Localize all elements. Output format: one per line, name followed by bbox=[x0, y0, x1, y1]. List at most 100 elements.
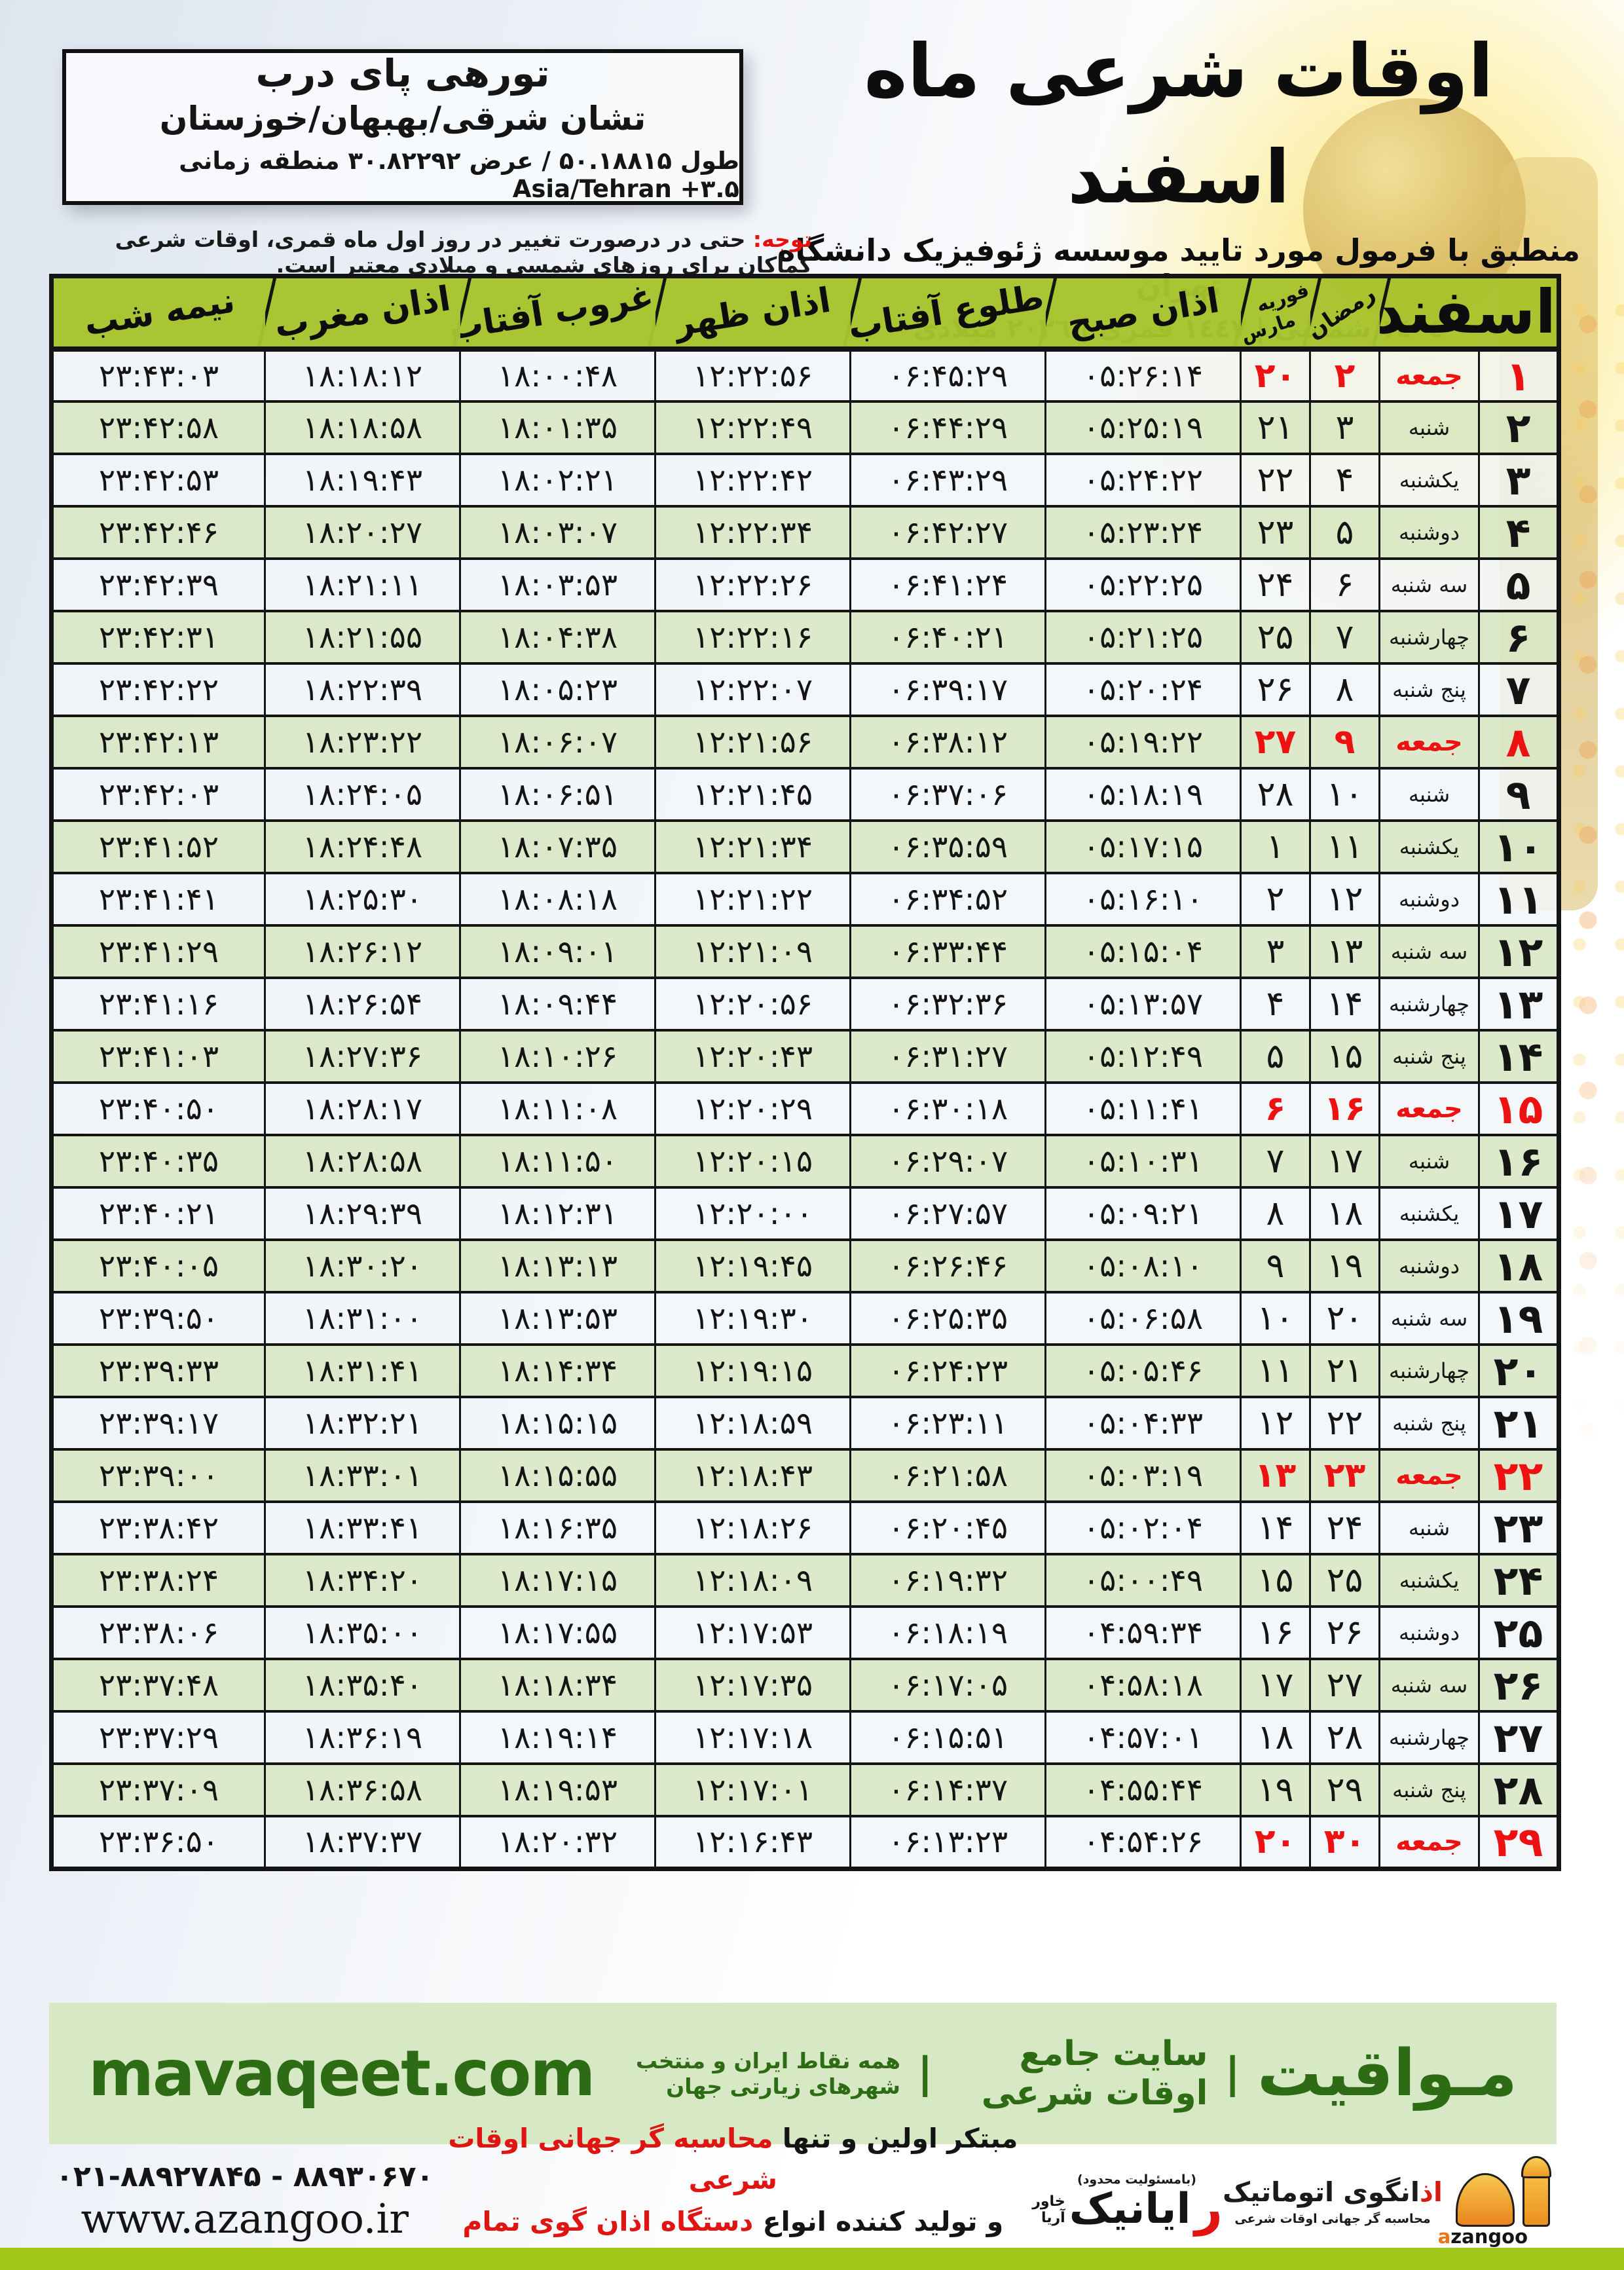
fajr-time-cell: ۰۵:۰۶:۵۸ bbox=[1044, 1291, 1242, 1346]
column-header-maghrib: اذان مغرب bbox=[265, 276, 460, 352]
midnight-time-cell: ۲۳:۳۹:۳۳ bbox=[50, 1343, 266, 1398]
mavaqeet-banner: مـواقیت | سایت جامع اوقات شرعی | همه نقا… bbox=[49, 2003, 1557, 2144]
zohr-time-cell: ۱۲:۱۶:۴۳ bbox=[654, 1815, 851, 1870]
ramadan-day-cell: ۱۷ bbox=[1309, 1134, 1380, 1189]
midnight-time-cell: ۲۳:۴۰:۳۵ bbox=[50, 1134, 266, 1189]
gregorian-day-cell: ۱۷ bbox=[1240, 1658, 1311, 1713]
sunrise-time-cell: ۰۶:۲۹:۰۷ bbox=[849, 1134, 1046, 1189]
maghrib-time-cell: ۱۸:۳۱:۴۱ bbox=[264, 1343, 461, 1398]
gregorian-day-cell: ۲۳ bbox=[1240, 505, 1311, 560]
maghrib-time-cell: ۱۸:۳۵:۰۰ bbox=[264, 1605, 461, 1660]
ramadan-day-cell: ۱۰ bbox=[1309, 767, 1380, 822]
ramadan-day-cell: ۲۷ bbox=[1309, 1658, 1380, 1713]
fajr-time-cell: ۰۵:۲۰:۲۴ bbox=[1044, 662, 1242, 717]
column-header-midnight: نیمه شب bbox=[51, 276, 265, 352]
zohr-time-cell: ۱۲:۱۸:۴۳ bbox=[654, 1448, 851, 1503]
fajr-time-cell: ۰۵:۲۵:۱۹ bbox=[1044, 400, 1242, 455]
esfand-day-cell: ۲۹ bbox=[1478, 1815, 1560, 1870]
location-coordinates: طول ۵۰.۱۸۸۱۵ / عرض ۳۰.۸۲۲۹۲ منطقه زمانی … bbox=[66, 147, 739, 203]
esfand-day-cell: ۲۶ bbox=[1478, 1658, 1560, 1713]
gregorian-day-cell: ۱۶ bbox=[1240, 1605, 1311, 1660]
midnight-time-cell: ۲۳:۳۹:۰۰ bbox=[50, 1448, 266, 1503]
maghrib-time-cell: ۱۸:۳۳:۴۱ bbox=[264, 1500, 461, 1555]
sunset-time-cell: ۱۸:۱۷:۵۵ bbox=[459, 1605, 656, 1660]
table-header: اسفند رمضان فوریه مارس اذان صبح طلوع آفت… bbox=[51, 276, 1559, 352]
maghrib-time-cell: ۱۸:۳۵:۴۰ bbox=[264, 1658, 461, 1713]
zohr-time-cell: ۱۲:۲۲:۴۲ bbox=[654, 453, 851, 508]
maghrib-time-cell: ۱۸:۲۶:۱۲ bbox=[264, 924, 461, 979]
gregorian-day-cell: ۷ bbox=[1240, 1134, 1311, 1189]
esfand-day-cell: ۲۷ bbox=[1478, 1710, 1560, 1765]
azangoo-logo: azangoo اذانگوی اتوماتیک محاسبه گر جهانی… bbox=[1223, 2155, 1551, 2248]
midnight-time-cell: ۲۳:۳۷:۴۸ bbox=[50, 1658, 266, 1713]
fajr-time-cell: ۰۵:۲۲:۲۵ bbox=[1044, 557, 1242, 612]
ramadan-day-cell: ۲۳ bbox=[1309, 1448, 1380, 1503]
weekday-cell: یکشنبه bbox=[1378, 453, 1481, 508]
gregorian-day-cell: ۲۴ bbox=[1240, 557, 1311, 612]
maghrib-time-cell: ۱۸:۲۳:۲۲ bbox=[264, 715, 461, 770]
sunset-time-cell: ۱۸:۰۰:۴۸ bbox=[459, 348, 656, 403]
mavaqeet-banner-text: مـواقیت | سایت جامع اوقات شرعی | همه نقا… bbox=[594, 2034, 1517, 2113]
sunset-time-cell: ۱۸:۱۸:۳۴ bbox=[459, 1658, 656, 1713]
weekday-cell: چهارشنبه bbox=[1378, 610, 1481, 665]
fajr-time-cell: ۰۴:۵۷:۰۱ bbox=[1044, 1710, 1242, 1765]
weekday-cell: پنج شنبه bbox=[1378, 662, 1481, 717]
timezone-value: Asia/Tehran +۳.۵ bbox=[512, 175, 739, 203]
fajr-time-cell: ۰۵:۱۶:۱۰ bbox=[1044, 872, 1242, 927]
fajr-time-cell: ۰۵:۰۲:۰۴ bbox=[1044, 1500, 1242, 1555]
sunrise-time-cell: ۰۶:۴۵:۲۹ bbox=[849, 348, 1046, 403]
table-row: ۲۲ جمعه ۲۳ ۱۳ ۰۵:۰۳:۱۹ ۰۶:۲۱:۵۸ ۱۲:۱۸:۴۳… bbox=[50, 1448, 1560, 1503]
esfand-day-cell: ۲۱ bbox=[1478, 1396, 1560, 1451]
sunrise-time-cell: ۰۶:۴۳:۲۹ bbox=[849, 453, 1046, 508]
ramadan-day-cell: ۲۸ bbox=[1309, 1710, 1380, 1765]
maghrib-time-cell: ۱۸:۲۷:۳۶ bbox=[264, 1029, 461, 1084]
zohr-time-cell: ۱۲:۲۲:۳۴ bbox=[654, 505, 851, 560]
fajr-time-cell: ۰۵:۱۵:۰۴ bbox=[1044, 924, 1242, 979]
midnight-time-cell: ۲۳:۳۷:۰۹ bbox=[50, 1762, 266, 1817]
sunset-time-cell: ۱۸:۱۲:۳۱ bbox=[459, 1186, 656, 1241]
gregorian-day-cell: ۲۱ bbox=[1240, 400, 1311, 455]
fajr-time-cell: ۰۵:۱۳:۵۷ bbox=[1044, 977, 1242, 1032]
table-row: ۲۵ دوشنبه ۲۶ ۱۶ ۰۴:۵۹:۳۴ ۰۶:۱۸:۱۹ ۱۲:۱۷:… bbox=[50, 1605, 1560, 1660]
sunset-time-cell: ۱۸:۰۵:۲۳ bbox=[459, 662, 656, 717]
zohr-time-cell: ۱۲:۲۲:۱۶ bbox=[654, 610, 851, 665]
zohr-time-cell: ۱۲:۲۰:۲۹ bbox=[654, 1081, 851, 1136]
sunrise-time-cell: ۰۶:۲۰:۴۵ bbox=[849, 1500, 1046, 1555]
rayanik-initial: ر bbox=[1194, 2180, 1223, 2237]
gregorian-day-cell: ۱۴ bbox=[1240, 1500, 1311, 1555]
zohr-time-cell: ۱۲:۱۸:۵۹ bbox=[654, 1396, 851, 1451]
column-header-esfand: اسفند bbox=[1373, 276, 1559, 352]
ramadan-day-cell: ۱۶ bbox=[1309, 1081, 1380, 1136]
sunset-time-cell: ۱۸:۱۵:۱۵ bbox=[459, 1396, 656, 1451]
zohr-time-cell: ۱۲:۲۲:۰۷ bbox=[654, 662, 851, 717]
weekday-cell: جمعه bbox=[1378, 348, 1481, 403]
esfand-day-cell: ۲ bbox=[1478, 400, 1560, 455]
banner-divider: | bbox=[917, 2049, 933, 2098]
table-row: ۱۱ دوشنبه ۱۲ ۲ ۰۵:۱۶:۱۰ ۰۶:۳۴:۵۲ ۱۲:۲۱:۲… bbox=[50, 872, 1560, 927]
sunset-time-cell: ۱۸:۱۵:۵۵ bbox=[459, 1448, 656, 1503]
midnight-time-cell: ۲۳:۳۸:۰۶ bbox=[50, 1605, 266, 1660]
ramadan-day-cell: ۶ bbox=[1309, 557, 1380, 612]
gregorian-day-cell: ۹ bbox=[1240, 1238, 1311, 1293]
zohr-time-cell: ۱۲:۱۷:۵۳ bbox=[654, 1605, 851, 1660]
gregorian-day-cell: ۴ bbox=[1240, 977, 1311, 1032]
midnight-time-cell: ۲۳:۳۹:۵۰ bbox=[50, 1291, 266, 1346]
midnight-time-cell: ۲۳:۳۸:۲۴ bbox=[50, 1553, 266, 1608]
midnight-time-cell: ۲۳:۴۱:۲۹ bbox=[50, 924, 266, 979]
sunrise-time-cell: ۰۶:۴۴:۲۹ bbox=[849, 400, 1046, 455]
table-row: ۴ دوشنبه ۵ ۲۳ ۰۵:۲۳:۲۴ ۰۶:۴۲:۲۷ ۱۲:۲۲:۳۴… bbox=[50, 505, 1560, 560]
weekday-cell: پنج شنبه bbox=[1378, 1029, 1481, 1084]
esfand-day-cell: ۱۹ bbox=[1478, 1291, 1560, 1346]
midnight-time-cell: ۲۳:۴۲:۳۹ bbox=[50, 557, 266, 612]
table-row: ۱۷ یکشنبه ۱۸ ۸ ۰۵:۰۹:۲۱ ۰۶:۲۷:۵۷ ۱۲:۲۰:۰… bbox=[50, 1186, 1560, 1241]
table-row: ۲۸ پنج شنبه ۲۹ ۱۹ ۰۴:۵۵:۴۴ ۰۶:۱۴:۳۷ ۱۲:۱… bbox=[50, 1762, 1560, 1817]
weekday-cell: سه شنبه bbox=[1378, 924, 1481, 979]
sunrise-time-cell: ۰۶:۴۱:۲۴ bbox=[849, 557, 1046, 612]
table-row: ۲۹ جمعه ۳۰ ۲۰ ۰۴:۵۴:۲۶ ۰۶:۱۳:۲۳ ۱۲:۱۶:۴۳… bbox=[50, 1815, 1560, 1870]
weekday-cell: سه شنبه bbox=[1378, 557, 1481, 612]
times-table-body: ۱ جمعه ۲ ۲۰ ۰۵:۲۶:۱۴ ۰۶:۴۵:۲۹ ۱۲:۲۲:۵۶ ۱… bbox=[50, 348, 1560, 1870]
notice-line: توجه: حتی در درصورت تغییر در روز اول ماه… bbox=[36, 227, 812, 278]
sunrise-time-cell: ۰۶:۳۸:۱۲ bbox=[849, 715, 1046, 770]
sunset-time-cell: ۱۸:۰۶:۰۷ bbox=[459, 715, 656, 770]
